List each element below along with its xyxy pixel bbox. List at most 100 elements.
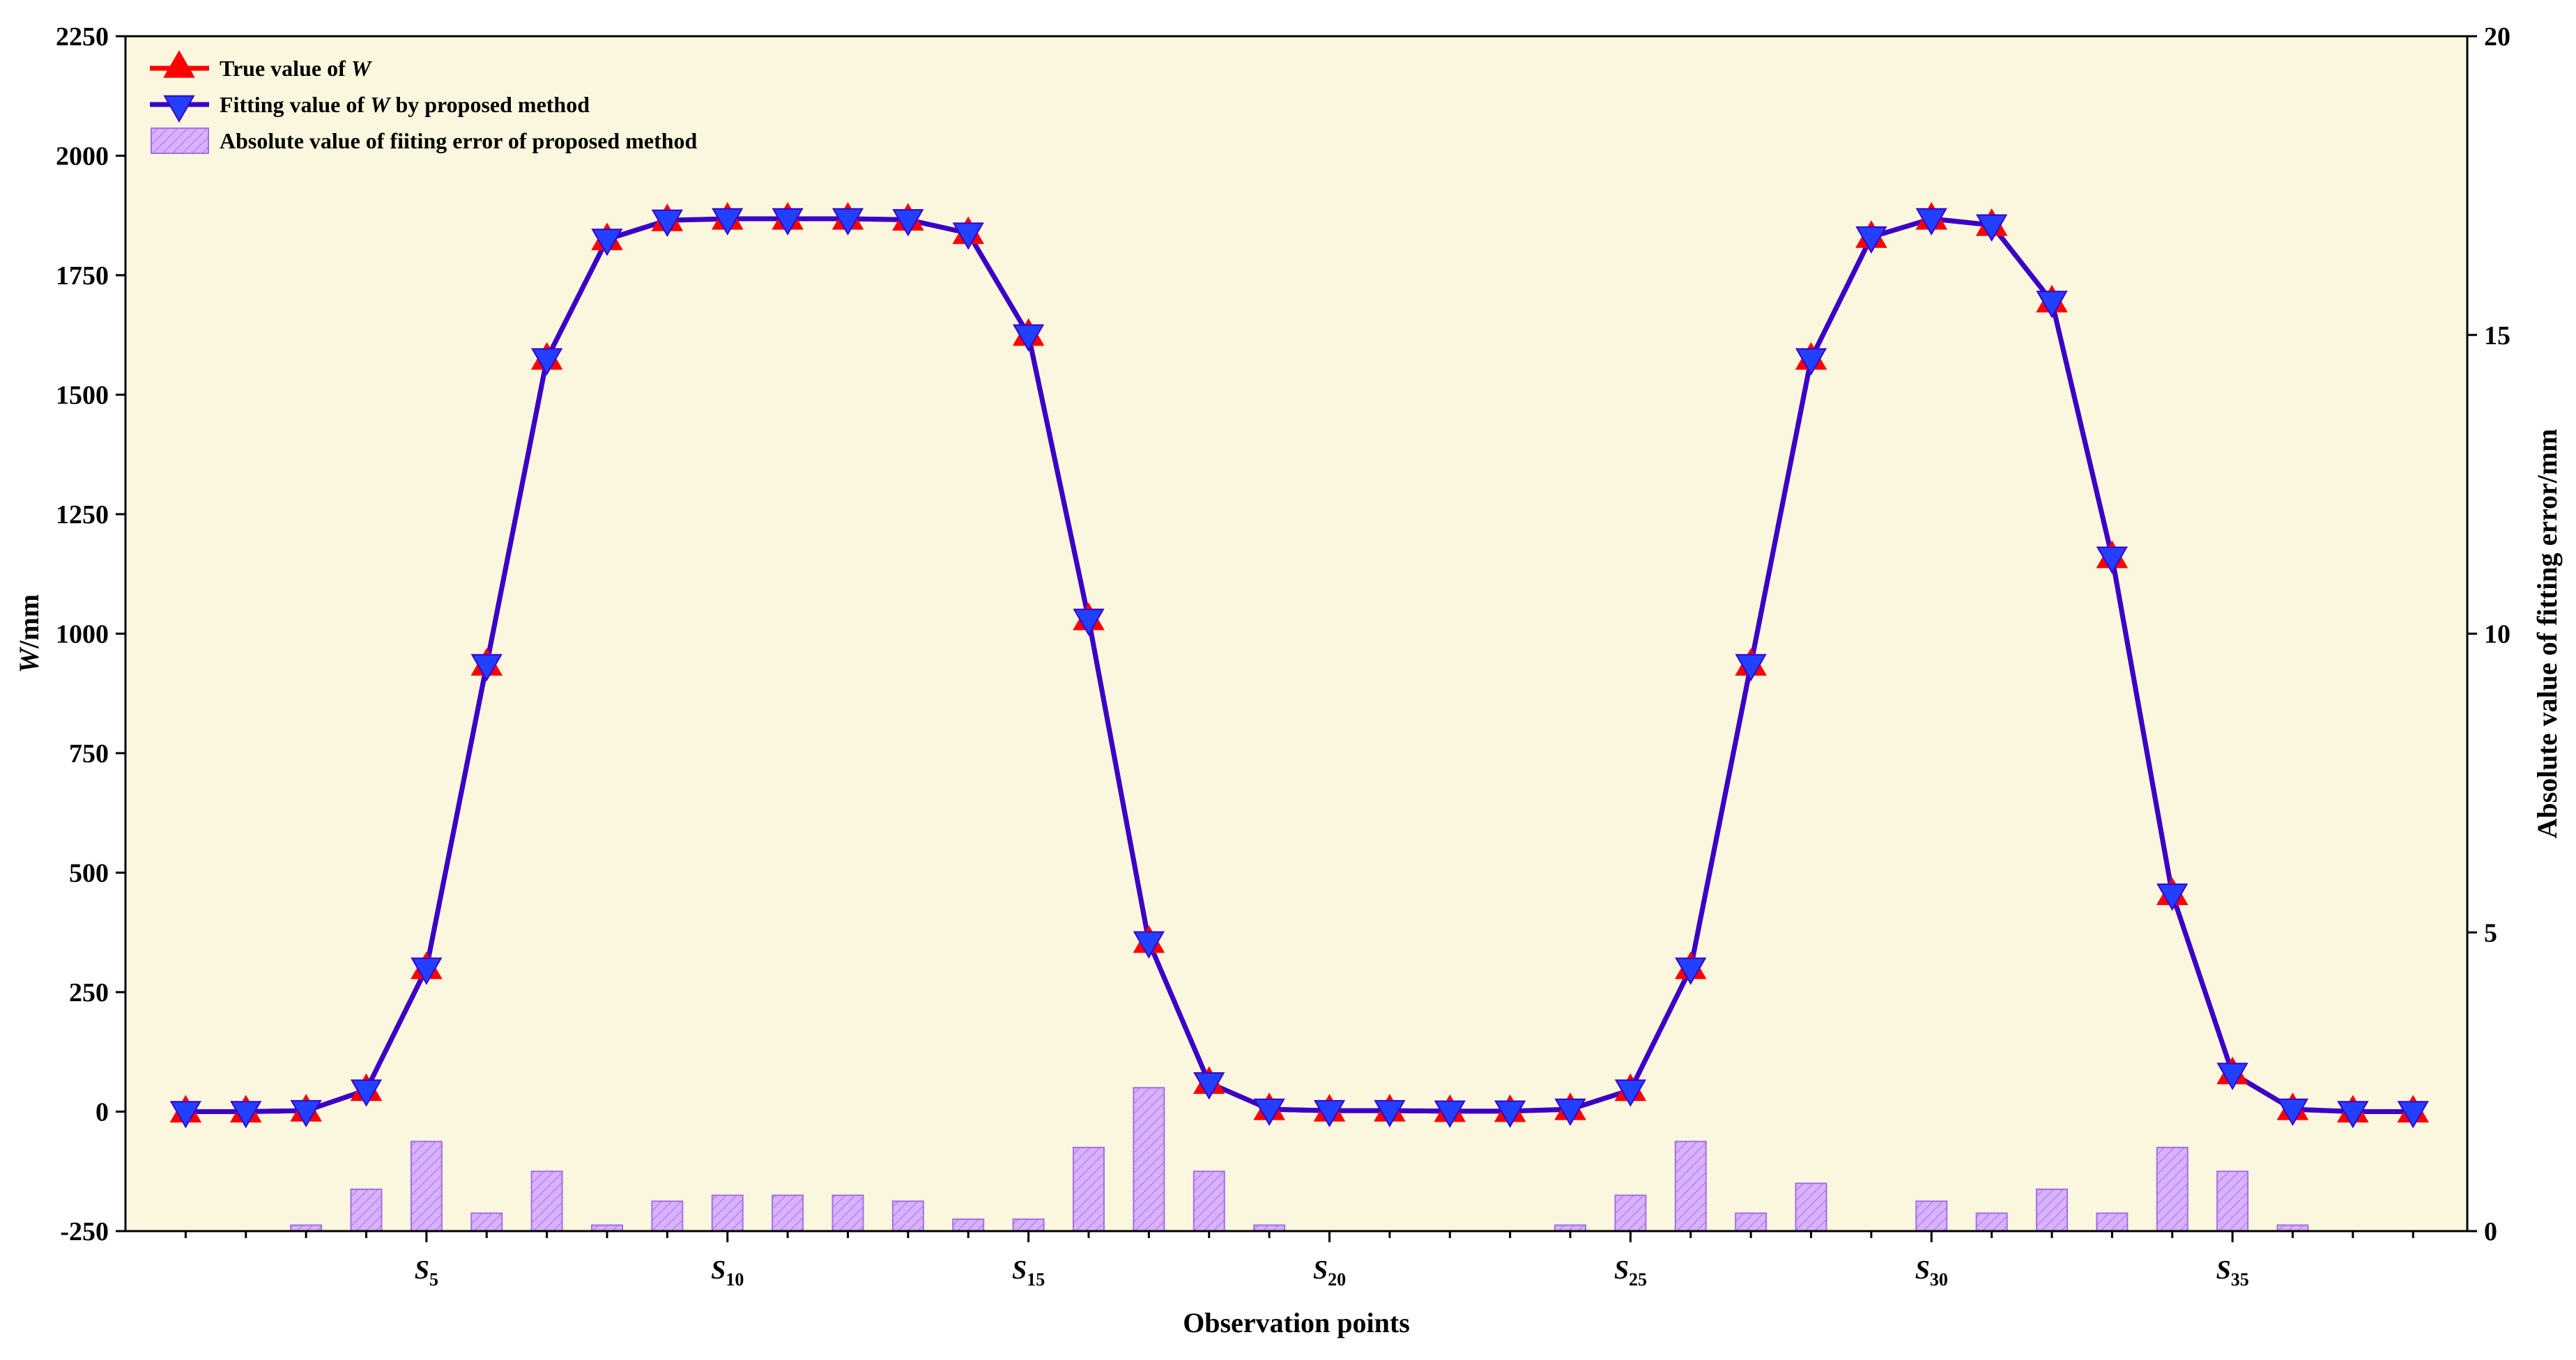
x-tick-label: S30 [1915, 1255, 1948, 1290]
x-tick-label: S5 [415, 1255, 438, 1290]
fitting-value-point [2397, 1101, 2429, 1129]
left-y-axis-title: W/mm [13, 594, 45, 673]
fitting-value-point [1073, 608, 1105, 636]
error-bar [651, 1200, 684, 1232]
right-y-axis: 0 5 10 15 20 [2467, 22, 2510, 1246]
legend-true-label-variable: W [351, 56, 373, 81]
legend-entry-fitting-value: Fitting value of W by proposed method [150, 92, 590, 123]
x-tick-label-subscript: 10 [726, 1269, 744, 1290]
fitting-value-point [350, 1079, 383, 1107]
fitting-value-point [2156, 883, 2188, 911]
right-y-tick-label: 5 [2484, 918, 2497, 948]
legend-entry-fitting-error: Absolute value of fiiting error of propo… [151, 128, 698, 154]
left-y-tick-label: 2250 [56, 22, 109, 52]
right-y-tick-label: 10 [2484, 620, 2510, 649]
error-bar [831, 1194, 864, 1232]
fitting-value-point [1193, 1072, 1225, 1100]
legend-fit-label-suffix: by proposed method [390, 92, 590, 117]
error-bars-group [290, 1087, 2309, 1232]
legend: True value of W Fitting value of W by pr… [150, 50, 698, 154]
right-y-axis-title: Absolute value of fitting error/mm [2531, 428, 2563, 838]
fitting-value-point [1133, 931, 1165, 959]
fitting-value-point [1675, 957, 1707, 985]
legend-error-bar-swatch [151, 128, 209, 154]
x-tick-label-base: S [415, 1255, 429, 1285]
x-axis-title: Observation points [1183, 1307, 1410, 1338]
left-y-axis: -250 0 250 500 750 1000 1250 1500 1750 2000 2250 [56, 22, 125, 1246]
fitting-value-point [230, 1101, 262, 1129]
error-bar [2156, 1146, 2188, 1232]
error-bar [1915, 1200, 1948, 1232]
error-bar [891, 1200, 924, 1232]
error-bar [1795, 1182, 1827, 1232]
legend-true-label-prefix: True value of [220, 56, 351, 81]
fitting-value-point [169, 1101, 202, 1129]
fitting-value-point [1554, 1098, 1586, 1127]
legend-entry-true-value: True value of W [150, 50, 373, 81]
fitting-value-point [952, 222, 984, 250]
plot-background [125, 36, 2467, 1231]
error-bar [530, 1170, 563, 1232]
x-tick-label: S25 [1614, 1255, 1647, 1290]
fitting-value-point [1976, 214, 2008, 242]
x-tick-label-base: S [1614, 1255, 1629, 1285]
error-bar [1614, 1194, 1647, 1232]
x-tick-label-subscript: 25 [1629, 1269, 1647, 1290]
fitting-value-point [651, 209, 684, 238]
left-y-tick-label: 500 [69, 859, 109, 888]
x-tick-label-subscript: 30 [1930, 1269, 1948, 1290]
error-bar [470, 1212, 503, 1232]
x-tick-label: S35 [2216, 1255, 2249, 1290]
left-y-tick-label: 750 [69, 739, 109, 768]
x-tick-label: S15 [1012, 1255, 1045, 1290]
fitting-value-point [1735, 654, 1767, 682]
legend-fit-marker-swatch [163, 95, 195, 123]
error-bar [1975, 1212, 2008, 1232]
left-y-tick-label: 1000 [56, 620, 109, 649]
error-bar [2096, 1212, 2129, 1232]
legend-error-label: Absolute value of fiiting error of propo… [220, 128, 698, 153]
fitting-value-point [591, 229, 623, 256]
error-bar [1012, 1218, 1045, 1232]
legend-true-label: True value of W [220, 56, 373, 81]
fitting-value-point [1374, 1099, 1406, 1128]
right-y-tick-label: 0 [2484, 1217, 2497, 1246]
fitting-value-point [1855, 226, 1887, 254]
fitting-value-point [1434, 1100, 1466, 1128]
x-tick-label-subscript: 20 [1328, 1269, 1346, 1290]
error-bar [711, 1194, 744, 1232]
fitting-value-line [185, 216, 2414, 1114]
x-tick-label-base: S [1012, 1255, 1027, 1285]
fitting-value-point [1313, 1099, 1346, 1128]
left-y-tick-label: 250 [69, 978, 109, 1007]
right-y-tick-label: 15 [2484, 321, 2510, 350]
fitting-value-point [1013, 324, 1045, 352]
fitting-value-point [411, 957, 443, 985]
error-bar [350, 1188, 383, 1232]
fitting-value-point [1494, 1100, 1526, 1128]
legend-true-marker-swatch [163, 50, 195, 78]
left-y-tick-label: 1250 [56, 500, 109, 530]
x-tick-label-subscript: 5 [429, 1269, 438, 1290]
fitting-value-point [2096, 546, 2129, 574]
series-lines-group [185, 216, 2414, 1114]
x-tick-label-base: S [711, 1255, 726, 1285]
error-bar [1133, 1087, 1165, 1232]
x-tick-label-base: S [1313, 1255, 1328, 1285]
fitting-value-point [2216, 1062, 2248, 1090]
x-axis: S5 S10 S15 S20 S25 S30 S35 [184, 1231, 2414, 1290]
fitting-value-point [290, 1099, 322, 1128]
legend-fit-label: Fitting value of W by proposed method [220, 92, 590, 117]
left-y-axis-title-variable: W [13, 647, 45, 673]
left-y-tick-label: 1500 [56, 381, 109, 410]
left-y-tick-label: 0 [95, 1098, 109, 1127]
left-y-tick-label: 1750 [56, 261, 109, 291]
x-tick-label-base: S [1915, 1255, 1930, 1285]
error-bar [1674, 1141, 1707, 1232]
error-bar [1073, 1146, 1105, 1232]
legend-fit-label-prefix: Fitting value of [220, 92, 370, 117]
error-bar [1193, 1170, 1225, 1232]
fitting-value-point [1253, 1098, 1285, 1127]
legend-error-label-text: Absolute value of fiiting error of propo… [220, 128, 698, 153]
